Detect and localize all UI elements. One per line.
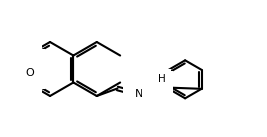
Text: N: N	[22, 51, 31, 61]
Text: N: N	[135, 89, 143, 99]
Text: H: H	[158, 74, 165, 84]
Text: O: O	[25, 68, 34, 78]
Text: O: O	[25, 61, 34, 71]
Text: N: N	[22, 78, 31, 88]
Text: N: N	[153, 82, 162, 92]
